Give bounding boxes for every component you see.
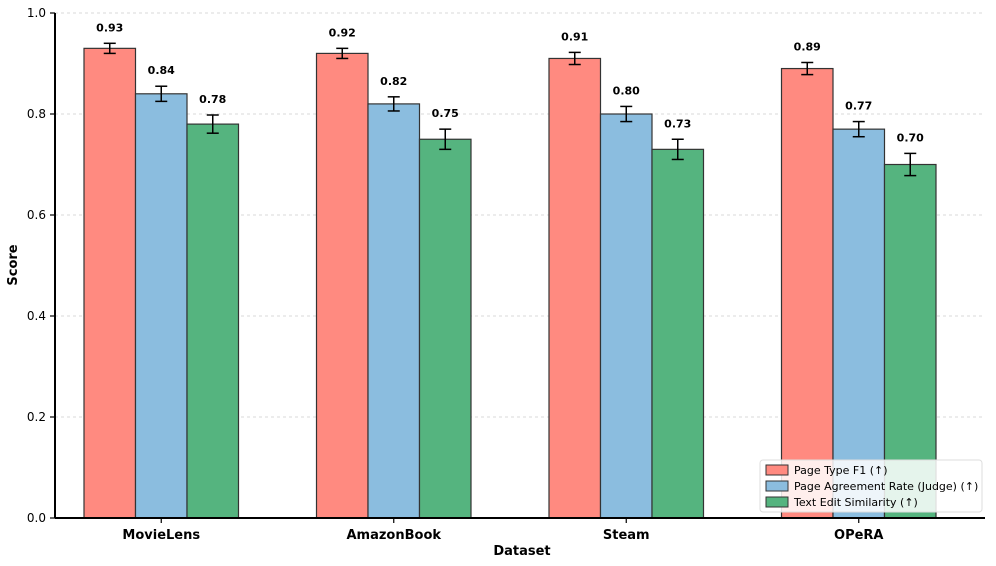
legend-swatch [765,464,789,476]
y-tick-label: 0.2 [27,410,46,424]
bar [367,103,421,519]
axes: 0.0 0.2 0.4 0.6 0.8 1.0 MovieLens AmazonBook Ste… [27,6,985,543]
bar [780,67,834,519]
y-tick-label: 0.0 [27,511,46,525]
data-label: 0.89 [794,40,821,53]
data-label: 0.78 [199,93,226,106]
y-tick-label: 0.6 [27,208,46,222]
y-tick-label: 0.8 [27,107,46,121]
legend-label: Page Type F1 (↑) [794,464,888,477]
data-label: 0.73 [664,117,691,130]
category-label: OPeRA [834,528,883,543]
data-label: 0.93 [96,21,123,34]
data-label: 0.82 [380,75,407,88]
legend-box [759,459,983,513]
bar [548,57,602,519]
bar [651,148,705,519]
bars: 0.93 0.84 0.78 0.92 0.82 0.75 0.91 0.80 0.73 0.89… [83,21,937,519]
y-tick-label: 1.0 [27,6,46,20]
bar [315,52,369,519]
bar [418,138,472,519]
legend: Page Type F1 (↑) Page Agreement Rate (Jud… [759,459,983,513]
bar [134,93,188,519]
data-label: 0.84 [148,64,175,77]
data-label: 0.70 [897,131,924,144]
data-label: 0.91 [561,30,588,43]
data-label: 0.77 [845,100,872,113]
data-label: 0.75 [432,107,459,120]
bar [832,128,886,519]
category-label: MovieLens [122,528,200,543]
legend-swatch [765,496,789,508]
y-axis-title: Score [6,244,21,285]
bar [186,123,240,519]
y-tick-label: 0.4 [27,309,46,323]
data-label: 0.80 [613,84,640,97]
legend-label: Page Agreement Rate (Judge) (↑) [794,480,978,493]
bar [599,113,653,519]
legend-label: Text Edit Similarity (↑) [793,496,918,509]
legend-swatch [765,480,789,492]
category-label: Steam [603,528,650,543]
x-axis-title: Dataset [493,544,550,559]
category-label: AmazonBook [346,528,441,543]
bar [83,47,137,519]
data-label: 0.92 [329,26,356,39]
